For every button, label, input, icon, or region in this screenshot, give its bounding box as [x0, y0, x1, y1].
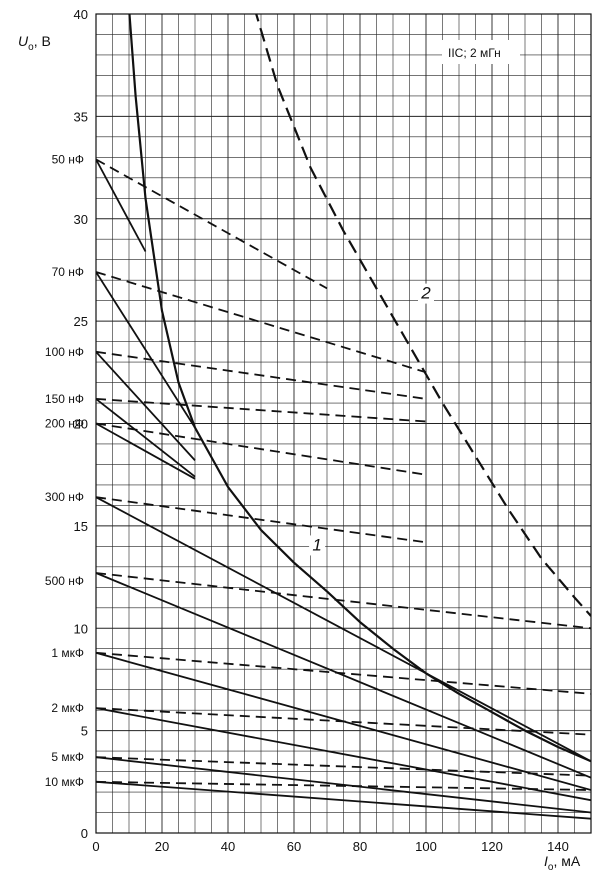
- x-tick-label: 120: [481, 839, 503, 854]
- series-line-2-мкФ: [96, 707, 591, 802]
- curve-labels: 12: [309, 283, 434, 556]
- series-line-50-нФ: [96, 158, 328, 290]
- curve-label: 2: [420, 284, 431, 303]
- capacitance-label: 70 нФ: [52, 265, 84, 279]
- y-axis-unit: , В: [34, 33, 51, 49]
- capacitance-label: 2 мкФ: [51, 701, 84, 715]
- x-tick-label: 40: [221, 839, 235, 854]
- series-line-500-нФ: [96, 572, 591, 779]
- y-axis-subscript: o: [28, 42, 34, 53]
- capacitance-label: 500 нФ: [45, 574, 84, 588]
- y-tick-label: 0: [81, 826, 88, 841]
- y-tick-label: 5: [81, 724, 88, 739]
- x-tick-label: 100: [415, 839, 437, 854]
- series-line-100-нФ: [96, 350, 427, 400]
- capacitance-label: 300 нФ: [45, 490, 84, 504]
- capacitance-label: 150 нФ: [45, 392, 84, 406]
- capacitance-label: 10 мкФ: [45, 775, 84, 789]
- series-line-5-мкФ: [96, 756, 591, 777]
- curve-label-bg: [418, 283, 434, 304]
- series-line-200-нФ: [96, 422, 427, 476]
- series-line-2: [255, 14, 591, 617]
- series-line-10-мкФ: [96, 780, 591, 791]
- series-line-70-нФ: [96, 271, 427, 374]
- series-line-5-мкФ: [96, 756, 591, 814]
- series-line-10-мкФ: [96, 780, 591, 820]
- annotation-box: [442, 40, 520, 64]
- x-axis-symbol: I: [544, 853, 548, 869]
- series-line-200-нФ: [96, 422, 196, 480]
- x-tick-label: 60: [287, 839, 301, 854]
- capacitance-labels: 50 нФ 70 нФ 100 нФ 150 нФ 200 нФ 300 нФ 500 нФ…: [45, 152, 84, 788]
- curve-label: 1: [312, 535, 321, 554]
- series-line-50-нФ: [96, 158, 147, 252]
- capacitance-label: 1 мкФ: [51, 646, 84, 660]
- x-tick-label: 80: [353, 839, 367, 854]
- series-line-150-нФ: [96, 398, 196, 478]
- series-line-70-нФ: [96, 271, 196, 429]
- y-axis-symbol: U: [18, 33, 29, 49]
- y-axis-label: Uo, В: [18, 33, 51, 53]
- series-line-150-нФ: [96, 398, 427, 423]
- y-tick-label: 25: [74, 314, 88, 329]
- capacitance-label: 50 нФ: [52, 152, 84, 166]
- y-tick-label: 15: [74, 519, 88, 534]
- plot-frame: [95, 13, 592, 834]
- series-line-500-нФ: [96, 572, 591, 630]
- annotation-text: IIC; 2 мГн: [448, 46, 501, 60]
- x-axis-label: Io, мА: [544, 853, 581, 873]
- x-tick-label: 140: [547, 839, 569, 854]
- x-axis-unit: , мА: [553, 853, 580, 869]
- series-line-100-нФ: [96, 351, 196, 462]
- capacitance-label: 200 нФ: [45, 417, 84, 431]
- x-axis-subscript: o: [548, 862, 554, 873]
- y-tick-label: 10: [74, 621, 88, 636]
- series-line-300-нФ: [96, 496, 591, 763]
- y-tick-label: 35: [74, 109, 88, 124]
- x-tick-label: 0: [92, 839, 99, 854]
- capacitance-label: 5 мкФ: [51, 750, 84, 764]
- x-tick-label: 20: [155, 839, 169, 854]
- curve-label-bg: [309, 535, 326, 556]
- series-group: [96, 14, 591, 820]
- y-tick-label: 40: [74, 7, 88, 22]
- y-tick-label: 30: [74, 212, 88, 227]
- series-line-300-нФ: [96, 496, 427, 544]
- y-tick-label: 20: [74, 417, 88, 432]
- series-line-2-мкФ: [96, 707, 591, 736]
- series-line-1-мкФ: [96, 651, 591, 695]
- capacitance-label: 100 нФ: [45, 345, 84, 359]
- grid: [96, 14, 591, 833]
- tick-labels: 0 20 40 60 80 100 120 140 0 5 10 15 20 25 30 35 40: [74, 7, 569, 854]
